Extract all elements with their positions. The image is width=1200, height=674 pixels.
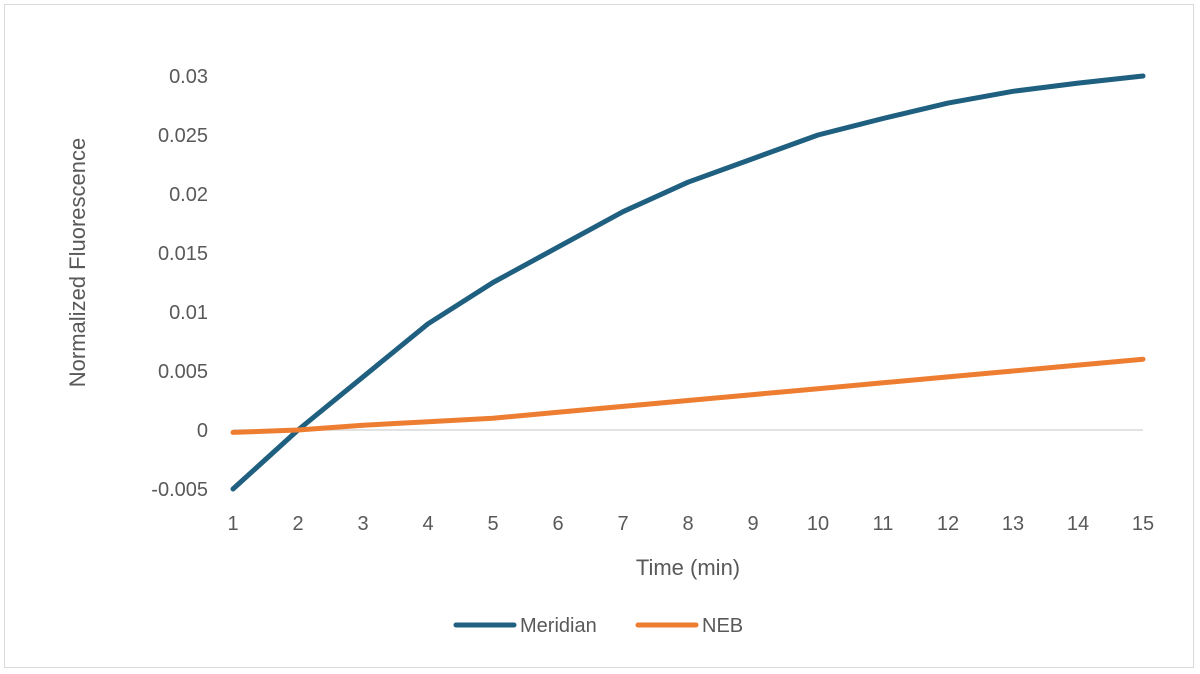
x-tick-label: 10	[807, 513, 829, 535]
x-tick-label: 11	[873, 513, 894, 535]
y-tick-label: 0.02	[169, 184, 208, 206]
y-tick-label: 0.03	[169, 66, 208, 88]
series-line-meridian	[230, 73, 1146, 492]
legend: Meridian NEB	[453, 615, 743, 637]
x-tick-label: 8	[682, 513, 693, 535]
y-axis-title: Normalized Fluorescence	[65, 138, 90, 387]
x-tick-label: 13	[1002, 513, 1024, 535]
y-tick-label: 0.01	[169, 302, 208, 324]
x-tick-label: 1	[227, 513, 238, 535]
chart-frame	[4, 4, 1194, 668]
x-tick-label: 5	[487, 513, 498, 535]
y-tick-label: 0	[197, 420, 208, 442]
y-tick-label: -0.005	[151, 479, 208, 501]
x-tick-label: 2	[292, 513, 303, 535]
y-tick-label: 0.005	[158, 361, 208, 383]
x-tick-label: 4	[422, 513, 433, 535]
x-tick-label: 14	[1067, 513, 1089, 535]
legend-label-neb: NEB	[702, 615, 743, 637]
series-lines	[230, 73, 1146, 492]
x-tick-label: 6	[552, 513, 563, 535]
x-tick-label: 15	[1132, 513, 1154, 535]
x-tick-label: 9	[747, 513, 758, 535]
y-tick-label: 0.025	[158, 125, 208, 147]
series-line-neb	[230, 356, 1146, 435]
y-tick-labels: -0.005 0 0.005 0.01 0.015 0.02 0.025 0.03	[151, 66, 208, 501]
x-tick-labels: 1 2 3 4 5 6 7 8 9 10 11 12 13 14 15	[227, 513, 1154, 535]
x-tick-label: 12	[937, 513, 959, 535]
x-tick-label: 3	[357, 513, 368, 535]
x-axis-title: Time (min)	[636, 555, 740, 580]
x-tick-label: 7	[617, 513, 628, 535]
y-tick-label: 0.015	[158, 243, 208, 265]
legend-label-meridian: Meridian	[520, 615, 597, 637]
